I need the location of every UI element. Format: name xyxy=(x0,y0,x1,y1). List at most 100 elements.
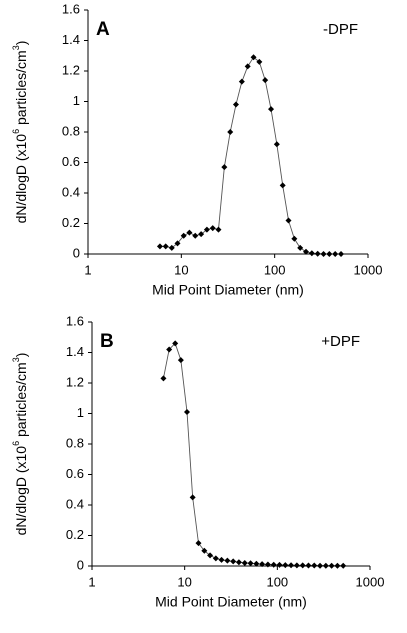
x-tick-label: 1 xyxy=(88,574,95,589)
data-point xyxy=(262,77,269,84)
y-tick-label: 0.4 xyxy=(66,496,84,511)
data-point xyxy=(224,557,231,564)
y-tick-label: 0.8 xyxy=(62,123,80,138)
y-axis-title-part: particles/cm xyxy=(13,362,29,441)
data-point xyxy=(332,251,339,257)
data-point xyxy=(156,243,163,250)
data-point xyxy=(338,251,345,257)
data-point xyxy=(279,182,286,189)
data-point xyxy=(180,232,187,239)
data-point xyxy=(282,562,289,569)
y-tick-label: 1.2 xyxy=(62,62,80,77)
data-point xyxy=(215,226,222,233)
data-point xyxy=(247,560,254,567)
data-point xyxy=(340,562,347,569)
data-point xyxy=(256,58,263,65)
y-tick-label: 1.4 xyxy=(66,344,84,359)
data-point xyxy=(270,561,277,568)
data-point xyxy=(174,240,181,247)
data-point xyxy=(320,251,327,257)
y-axis-title: dN/dlogD (x106 particles/cm3) xyxy=(11,41,28,224)
data-point xyxy=(195,540,202,547)
y-axis-title-part: dN/dlogD (x10 xyxy=(13,134,29,224)
data-point xyxy=(201,547,208,554)
data-point xyxy=(241,559,248,566)
y-tick-label: 1.6 xyxy=(66,313,84,328)
data-point xyxy=(328,562,335,569)
data-point xyxy=(192,232,199,239)
y-axis-title-part: 6 xyxy=(11,129,21,134)
data-point xyxy=(238,78,245,85)
x-axis-title: Mid Point Diameter (nm) xyxy=(155,594,307,610)
y-tick-label: 1 xyxy=(73,93,80,108)
data-point xyxy=(273,141,280,148)
data-point xyxy=(334,562,341,569)
y-tick-label: 1.2 xyxy=(66,374,84,389)
data-point xyxy=(288,562,295,569)
data-point xyxy=(293,562,300,569)
x-tick-label: 1000 xyxy=(354,262,383,277)
data-point xyxy=(305,562,312,569)
data-point xyxy=(189,494,196,501)
data-point xyxy=(168,244,175,251)
y-tick-label: 0.6 xyxy=(66,466,84,481)
data-point xyxy=(209,225,216,232)
y-axis-title-part: 3 xyxy=(11,357,21,362)
data-point xyxy=(314,250,321,257)
y-tick-label: 0 xyxy=(73,245,80,260)
data-point xyxy=(218,556,225,563)
series-line xyxy=(162,342,344,567)
data-point xyxy=(198,231,205,238)
annotation: -DPF xyxy=(323,21,358,38)
x-tick-label: 1000 xyxy=(356,574,385,589)
y-axis-title-part: ) xyxy=(13,41,29,46)
data-point xyxy=(268,106,275,113)
data-point xyxy=(253,560,260,567)
data-point xyxy=(235,559,242,566)
y-tick-label: 1.6 xyxy=(62,1,80,16)
data-point xyxy=(297,244,304,251)
data-point xyxy=(186,229,193,236)
data-point xyxy=(160,375,167,382)
y-tick-label: 0.4 xyxy=(62,184,80,199)
y-axis-title-part: ) xyxy=(13,353,29,358)
data-point xyxy=(172,340,179,347)
data-point xyxy=(162,243,169,250)
y-tick-label: 0.2 xyxy=(66,527,84,542)
x-tick-label: 100 xyxy=(266,574,288,589)
x-tick-label: 100 xyxy=(264,262,286,277)
data-point xyxy=(317,562,324,569)
y-axis-title-part: dN/dlogD (x10 xyxy=(13,446,29,536)
data-point xyxy=(311,562,318,569)
y-tick-label: 0.2 xyxy=(62,215,80,230)
x-tick-label: 1 xyxy=(84,262,91,277)
data-point xyxy=(308,250,315,257)
series-line xyxy=(159,56,342,255)
data-point xyxy=(276,561,283,568)
x-axis-title: Mid Point Diameter (nm) xyxy=(152,282,304,298)
data-point xyxy=(230,558,237,565)
data-point xyxy=(207,552,214,559)
data-point xyxy=(244,63,251,70)
y-tick-label: 0.8 xyxy=(66,435,84,450)
data-point xyxy=(212,555,219,562)
data-point xyxy=(291,235,298,242)
y-tick-label: 0 xyxy=(77,557,84,572)
data-point xyxy=(326,251,333,257)
data-point xyxy=(177,357,184,364)
y-axis-title-part: 6 xyxy=(11,441,21,446)
x-tick-label: 10 xyxy=(174,262,188,277)
data-point xyxy=(232,101,239,108)
y-axis-title: dN/dlogD (x106 particles/cm3) xyxy=(11,353,28,536)
y-axis-title-part: 3 xyxy=(11,45,21,50)
data-point xyxy=(184,408,191,415)
panel-label: B xyxy=(100,331,114,352)
data-point xyxy=(221,164,228,171)
y-tick-label: 1.4 xyxy=(62,32,80,47)
y-tick-label: 1 xyxy=(77,405,84,420)
data-point xyxy=(299,562,306,569)
data-point xyxy=(264,561,271,568)
y-axis-title-part: particles/cm xyxy=(13,50,29,129)
data-point xyxy=(203,226,210,233)
